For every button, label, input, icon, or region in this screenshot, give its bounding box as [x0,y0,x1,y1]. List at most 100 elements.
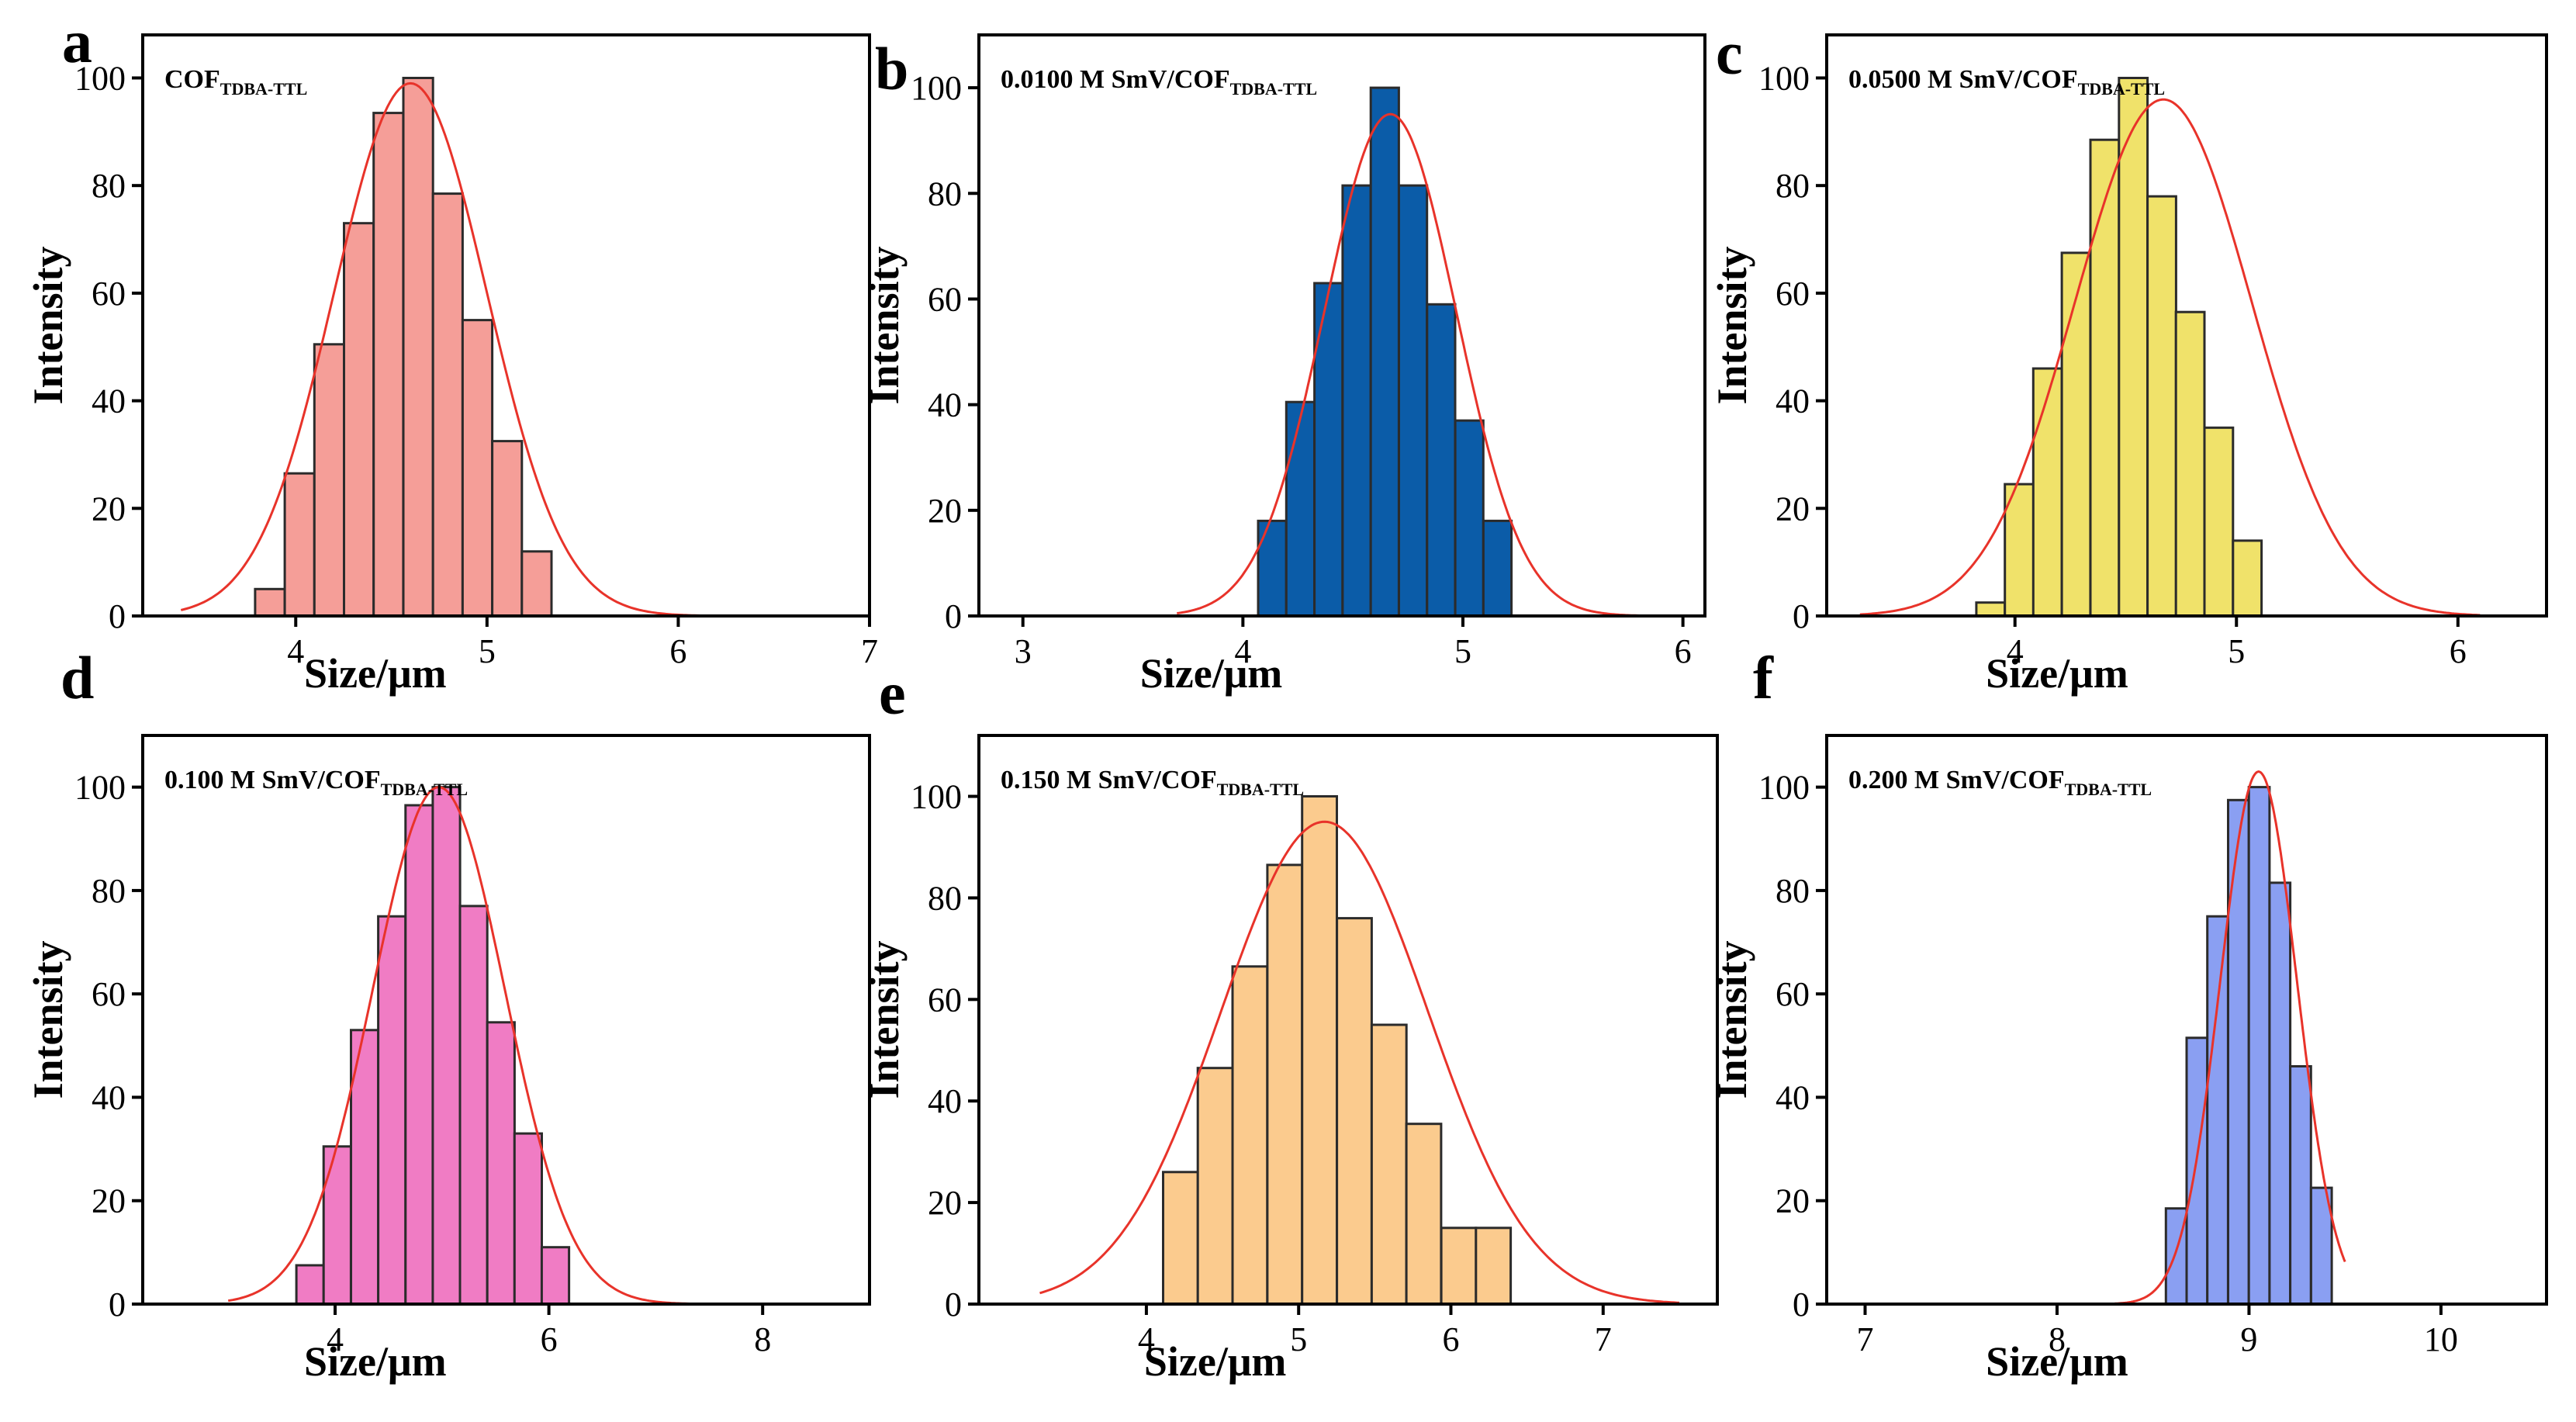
annotation-subscript-e: TDBA-TTL [1217,780,1304,799]
y-tick-label-e-60: 60 [928,981,962,1019]
x-tick-label-b-3: 3 [1015,632,1032,670]
annotation-main-b: 0.0100 M SmV/COF [1001,65,1230,94]
x-tick-label-a-4: 4 [287,632,304,670]
x-tick-label-e-6: 6 [1442,1320,1459,1358]
x-tick-label-e-4: 4 [1138,1320,1155,1358]
y-tick-label-c-0: 0 [1793,597,1810,635]
plot-frame-a [141,33,871,618]
plot-frame-c [1825,33,2548,618]
histogram-bar-e-2 [1231,965,1269,1306]
y-tick-label-a-100: 100 [74,59,126,97]
histogram-bar-d-4 [404,804,434,1306]
y-tick-label-d-80: 80 [92,872,126,910]
y-tick-label-d-60: 60 [92,975,126,1013]
y-tick-label-a-80: 80 [92,167,126,205]
y-tick-label-a-60: 60 [92,275,126,313]
histogram-bar-c-6 [2146,195,2177,618]
histogram-bar-e-9 [1475,1227,1513,1306]
x-axis-label-b: Size/μm [1140,650,1283,697]
y-tick-label-b-40: 40 [928,386,962,424]
histogram-bar-e-0 [1162,1171,1199,1306]
x-tick-label-a-6: 6 [669,632,686,670]
chart-panel-b: b3 4 5 6020406080100Size/μmIntensity0.0100 … [861,33,1706,697]
y-tick-label-d-20: 20 [92,1182,126,1220]
x-tick-label-e-5: 5 [1290,1320,1307,1358]
annotation-main-f: 0.200 M SmV/COF [1848,766,2065,794]
y-tick-label-f-100: 100 [1758,769,1810,807]
panel-letter-a: a [62,8,92,75]
y-tick-label-e-100: 100 [911,778,962,816]
x-tick-label-c-4: 4 [2007,632,2024,670]
y-axis-label-e: Intensity [861,940,908,1099]
y-tick-label-f-40: 40 [1776,1078,1810,1116]
histogram-bar-f-5 [2268,881,2292,1306]
annotation-subscript-c: TDBA-TTL [2078,79,2165,99]
y-tick-label-a-0: 0 [109,597,126,635]
histogram-bar-e-6 [1370,1023,1408,1306]
annotation-label-a: COFTDBA-TTL [164,65,307,99]
histogram-bar-d-7 [486,1021,516,1306]
histogram-bar-a-2 [313,343,345,618]
y-tick-label-b-100: 100 [911,69,962,107]
histogram-bar-e-8 [1440,1227,1478,1306]
histogram-bar-d-1 [322,1145,352,1306]
annotation-main-c: 0.0500 M SmV/COF [1848,65,2078,94]
histogram-bar-c-9 [2232,539,2263,618]
histogram-bar-c-8 [2203,426,2235,618]
histogram-bar-b-6 [1426,303,1457,618]
histogram-bar-b-7 [1454,419,1485,618]
y-tick-label-f-60: 60 [1776,975,1810,1013]
chart-panel-a: a 4 5 6 7 0 20 40 60 80 100 Size/μm Intensity COFTDBA… [25,8,878,697]
histogram-bar-c-3 [2060,251,2092,618]
histogram-bar-b-0 [1257,519,1288,618]
plot-frame-f [1825,734,2548,1306]
histogram-bar-f-2 [2206,915,2229,1306]
y-tick-label-d-100: 100 [74,769,126,807]
x-tick-label-b-6: 6 [1675,632,1692,670]
histogram-bar-e-4 [1301,795,1338,1306]
y-axis-label-b: Intensity [861,246,908,404]
histogram-bar-b-4 [1369,86,1400,618]
gaussian-fit-line-e [1039,820,1679,1304]
annotation-main-a: COF [164,65,220,94]
histogram-bar-c-2 [2031,367,2063,618]
panel-letter-c: c [1716,19,1743,87]
panel-letter-f: f [1753,644,1774,711]
x-tick-label-f-9: 9 [2240,1320,2257,1358]
y-tick-label-f-20: 20 [1776,1182,1810,1220]
annotation-label-d: 0.100 M SmV/COFTDBA-TTL [164,766,468,799]
y-tick-label-b-20: 20 [928,492,962,530]
panel-letter-d: d [61,644,94,711]
y-axis-label-a: Intensity [25,246,71,404]
annotation-main-d: 0.100 M SmV/COF [164,766,381,794]
histogram-bar-a-6 [431,192,464,618]
y-tick-label-c-60: 60 [1776,275,1810,313]
panel-letter-e: e [879,659,906,727]
histogram-bar-a-3 [343,222,375,618]
histogram-bar-f-3 [2227,798,2250,1306]
histogram-bar-a-0 [254,587,286,618]
histogram-bar-f-6 [2289,1065,2312,1306]
y-tick-label-b-60: 60 [928,280,962,318]
histogram-bar-e-3 [1266,863,1304,1306]
x-axis-label-e: Size/μm [1144,1338,1287,1385]
y-axis-label-c: Intensity [1709,246,1755,404]
histogram-bar-e-1 [1196,1067,1234,1306]
histogram-bar-e-5 [1336,917,1373,1306]
x-tick-label-d-6: 6 [541,1320,558,1358]
histogram-bar-f-4 [2247,786,2271,1306]
histogram-bar-d-3 [377,915,407,1306]
histogram-bar-d-5 [431,786,462,1306]
y-tick-label-e-20: 20 [928,1184,962,1222]
histogram-bar-d-6 [458,905,489,1306]
annotation-subscript-b: TDBA-TTL [1230,79,1317,99]
y-tick-label-d-40: 40 [92,1078,126,1116]
x-tick-label-f-7: 7 [1856,1320,1873,1358]
annotation-subscript-a: TDBA-TTL [220,79,307,99]
panels: a4 5 6 7020406080100Size/μmIntensityCOFTDBA… [25,8,2548,1385]
histogram-bar-c-4 [2089,138,2121,618]
x-tick-label-d-4: 4 [327,1320,344,1358]
